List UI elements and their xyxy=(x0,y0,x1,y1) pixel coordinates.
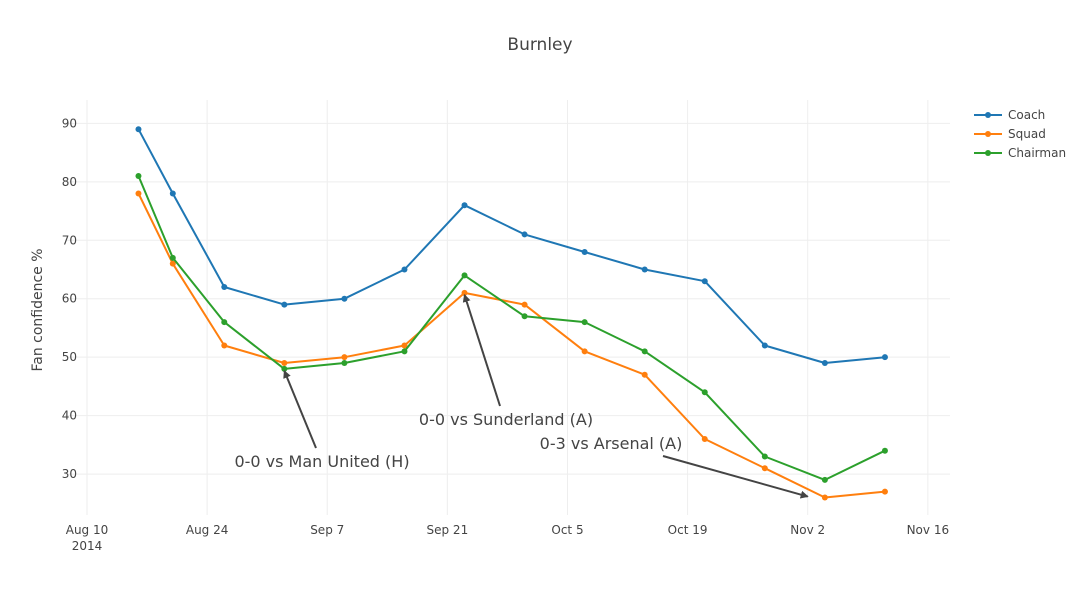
data-point[interactable] xyxy=(821,494,828,501)
data-point[interactable] xyxy=(221,342,228,349)
legend-marker xyxy=(985,150,991,156)
x-tick-label: Nov 2 xyxy=(790,523,825,537)
data-point[interactable] xyxy=(281,360,288,367)
data-point[interactable] xyxy=(641,371,648,378)
legend-marker xyxy=(985,112,991,118)
data-point[interactable] xyxy=(135,172,142,179)
y-tick-label: 90 xyxy=(62,116,77,130)
data-point[interactable] xyxy=(881,447,888,454)
chart-title: Burnley xyxy=(507,35,572,55)
annotation: 0-0 vs Man United (H) xyxy=(234,369,410,471)
data-point[interactable] xyxy=(881,354,888,361)
data-point[interactable] xyxy=(135,126,142,133)
y-tick-label: 80 xyxy=(62,175,77,189)
data-point[interactable] xyxy=(701,436,708,443)
series-coach xyxy=(135,126,888,367)
annotation-arrow xyxy=(662,455,809,499)
annotation-text: 0-0 vs Man United (H) xyxy=(234,452,409,471)
data-point[interactable] xyxy=(521,313,528,320)
legend-item-coach[interactable]: Coach xyxy=(974,108,1045,122)
annotation-arrow xyxy=(283,369,317,449)
legend-marker xyxy=(985,131,991,137)
y-tick-label: 60 xyxy=(62,292,77,306)
legend-label: Squad xyxy=(1008,127,1046,141)
data-point[interactable] xyxy=(281,301,288,308)
x-tick-label: Oct 19 xyxy=(668,523,708,537)
data-point[interactable] xyxy=(401,266,408,273)
data-point[interactable] xyxy=(169,254,176,261)
x-tick-sublabel: 2014 xyxy=(72,539,103,553)
annotation-text: 0-3 vs Arsenal (A) xyxy=(540,434,683,453)
data-point[interactable] xyxy=(821,476,828,483)
annotation: 0-3 vs Arsenal (A) xyxy=(540,434,809,499)
y-tick-label: 30 xyxy=(62,467,77,481)
data-point[interactable] xyxy=(461,272,468,279)
legend-label: Chairman xyxy=(1008,146,1066,160)
x-tick-label: Nov 16 xyxy=(907,523,950,537)
annotation-arrow xyxy=(462,293,501,407)
series-line xyxy=(137,175,886,481)
data-point[interactable] xyxy=(221,284,228,291)
data-point[interactable] xyxy=(761,342,768,349)
data-point[interactable] xyxy=(881,488,888,495)
data-point[interactable] xyxy=(401,348,408,355)
annotation: 0-0 vs Sunderland (A) xyxy=(419,293,593,429)
y-tick-label: 40 xyxy=(62,409,77,423)
x-axis-ticks: Aug 10 2014 Aug 24 Sep 7 Sep 21 Oct 5 Oct 19 No… xyxy=(66,523,949,553)
y-axis-ticks: 30 40 50 60 70 80 90 xyxy=(62,116,77,481)
series-squad xyxy=(135,190,888,501)
legend-label: Coach xyxy=(1008,108,1045,122)
data-point[interactable] xyxy=(221,319,228,326)
data-point[interactable] xyxy=(701,389,708,396)
series-chairman xyxy=(135,172,888,483)
data-point[interactable] xyxy=(521,231,528,238)
data-point[interactable] xyxy=(521,301,528,308)
data-point[interactable] xyxy=(341,295,348,302)
data-point[interactable] xyxy=(461,202,468,209)
data-point[interactable] xyxy=(341,354,348,361)
series-layer xyxy=(135,126,888,501)
data-point[interactable] xyxy=(341,360,348,367)
x-tick-label: Sep 7 xyxy=(310,523,344,537)
y-tick-label: 50 xyxy=(62,350,77,364)
series-line xyxy=(137,193,885,499)
x-tick-label: Aug 10 xyxy=(66,523,109,537)
data-point[interactable] xyxy=(581,248,588,255)
x-tick-label: Sep 21 xyxy=(427,523,469,537)
data-point[interactable] xyxy=(401,342,408,349)
data-point[interactable] xyxy=(821,360,828,367)
data-point[interactable] xyxy=(581,319,588,326)
series-line xyxy=(137,128,885,364)
annotations: 0-0 vs Man United (H) 0-0 vs Sunderland (… xyxy=(234,293,809,499)
x-tick-label: Aug 24 xyxy=(186,523,229,537)
annotation-text: 0-0 vs Sunderland (A) xyxy=(419,410,593,429)
y-tick-label: 70 xyxy=(62,233,77,247)
x-tick-label: Oct 5 xyxy=(551,523,583,537)
legend[interactable]: Coach Squad Chairman xyxy=(974,108,1066,160)
data-point[interactable] xyxy=(581,348,588,355)
data-point[interactable] xyxy=(169,260,176,267)
data-point[interactable] xyxy=(135,190,142,197)
data-point[interactable] xyxy=(169,190,176,197)
data-point[interactable] xyxy=(641,348,648,355)
legend-item-squad[interactable]: Squad xyxy=(974,127,1046,141)
legend-item-chairman[interactable]: Chairman xyxy=(974,146,1066,160)
grid xyxy=(65,100,950,515)
y-axis-title: Fan confidence % xyxy=(30,248,46,371)
data-point[interactable] xyxy=(761,465,768,472)
data-point[interactable] xyxy=(641,266,648,273)
data-point[interactable] xyxy=(761,453,768,460)
data-point[interactable] xyxy=(701,278,708,285)
